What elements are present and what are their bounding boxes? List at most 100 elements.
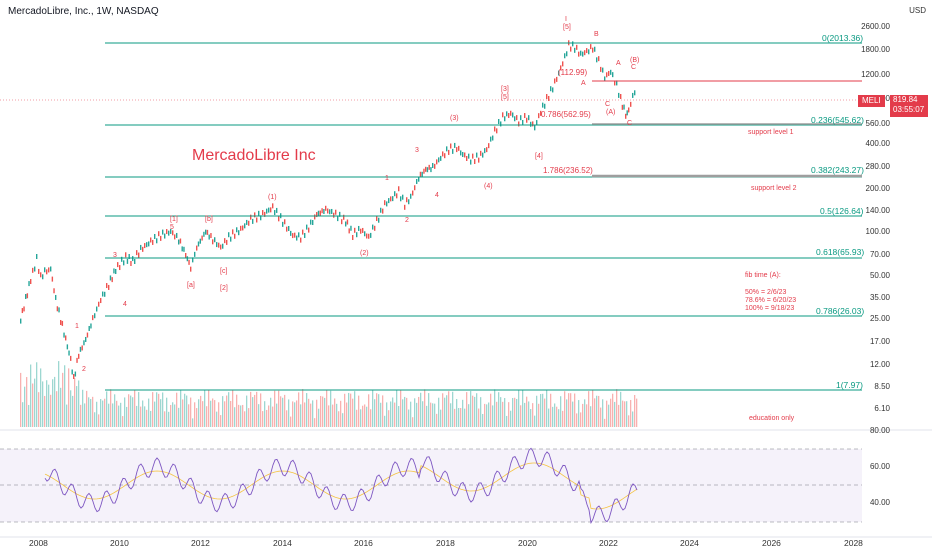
countdown-value: 03:55:07 bbox=[893, 105, 925, 114]
volume-bar bbox=[392, 397, 394, 427]
time-axis-label: 2010 bbox=[110, 538, 129, 548]
candle bbox=[426, 167, 429, 173]
volume-bar bbox=[422, 401, 424, 427]
candle bbox=[230, 236, 232, 242]
volume-bar bbox=[478, 408, 480, 427]
volume-bar bbox=[250, 391, 252, 427]
symbol-header[interactable]: MercadoLibre, Inc., 1W, NASDAQ bbox=[8, 6, 159, 17]
volume-bar bbox=[276, 403, 278, 427]
candle bbox=[136, 250, 138, 256]
fib-label-236: 0.236(545.62) bbox=[811, 115, 864, 125]
candle bbox=[325, 205, 327, 211]
candle bbox=[578, 51, 580, 57]
volume-bar bbox=[404, 396, 406, 427]
candle bbox=[100, 298, 102, 304]
candle bbox=[152, 239, 154, 245]
volume-bar bbox=[108, 403, 110, 427]
candle bbox=[102, 291, 104, 297]
candle bbox=[130, 260, 132, 266]
candle bbox=[390, 196, 392, 202]
volume-bar bbox=[248, 408, 250, 427]
candle bbox=[298, 232, 300, 238]
fib-label-1: 1(7.97) bbox=[836, 380, 863, 390]
wave-label: [2] bbox=[220, 285, 228, 292]
candle bbox=[400, 196, 402, 202]
volume-bar bbox=[100, 399, 102, 427]
volume-bar bbox=[156, 392, 158, 427]
wave-label: (2) bbox=[360, 250, 369, 257]
candle bbox=[183, 246, 185, 252]
volume-bar bbox=[378, 394, 380, 427]
volume-bar bbox=[354, 391, 356, 427]
volume-bar bbox=[180, 389, 182, 427]
candle bbox=[398, 186, 400, 192]
volume-bar bbox=[134, 390, 136, 427]
candle bbox=[252, 218, 254, 224]
candle bbox=[25, 294, 27, 300]
volume-bar bbox=[130, 395, 132, 427]
candle bbox=[566, 51, 568, 57]
volume-bar bbox=[200, 395, 202, 427]
support-level-1-note: support level 1 bbox=[748, 129, 794, 136]
volume-bar bbox=[556, 406, 558, 427]
volume-bar bbox=[538, 403, 540, 427]
candle bbox=[526, 117, 528, 123]
candle bbox=[115, 268, 117, 274]
volume-bar bbox=[414, 398, 416, 427]
volume-bar bbox=[150, 410, 152, 427]
candle bbox=[548, 95, 550, 101]
volume-bar bbox=[22, 402, 24, 427]
volume-bar bbox=[424, 389, 426, 427]
volume-bar bbox=[158, 393, 160, 427]
volume-bar bbox=[196, 408, 198, 427]
price-axis-label: 140.00 bbox=[865, 206, 890, 215]
volume-bar bbox=[558, 409, 560, 427]
volume-bar bbox=[330, 390, 332, 427]
candle bbox=[546, 94, 548, 100]
volume-bar bbox=[598, 395, 600, 427]
candle bbox=[384, 200, 386, 206]
volume-bar bbox=[430, 402, 432, 427]
candle bbox=[71, 369, 73, 375]
candle bbox=[368, 233, 370, 239]
candle bbox=[396, 193, 398, 199]
candle bbox=[600, 66, 602, 72]
volume-bar bbox=[292, 401, 294, 427]
candle bbox=[286, 226, 288, 232]
price-axis-label: 6.10 bbox=[874, 404, 890, 413]
volume-bar bbox=[26, 377, 28, 427]
volume-bar bbox=[442, 393, 444, 427]
volume-bar bbox=[228, 392, 230, 427]
wave-label: [4] bbox=[535, 153, 543, 160]
volume-bar bbox=[578, 400, 580, 427]
candle bbox=[428, 164, 430, 170]
candle bbox=[76, 357, 78, 363]
volume-bar bbox=[466, 392, 468, 427]
candle bbox=[486, 147, 488, 153]
volume-bar bbox=[164, 411, 166, 427]
volume-bar bbox=[408, 409, 410, 427]
candle bbox=[272, 203, 274, 209]
volume-bar bbox=[224, 401, 226, 427]
volume-bar bbox=[364, 404, 366, 427]
candle bbox=[88, 325, 90, 331]
candle bbox=[319, 210, 321, 216]
volume-bar bbox=[560, 396, 562, 427]
candle bbox=[50, 266, 52, 272]
volume-bar bbox=[104, 398, 106, 427]
candle bbox=[63, 332, 65, 338]
candle bbox=[278, 216, 280, 222]
candle bbox=[140, 244, 142, 250]
volume-bar bbox=[624, 401, 626, 427]
candle bbox=[158, 231, 160, 237]
candle bbox=[408, 199, 410, 205]
price-axis-label: 1200.00 bbox=[861, 70, 890, 79]
volume-bar bbox=[136, 405, 138, 427]
candle bbox=[494, 126, 496, 132]
volume-bar bbox=[220, 415, 222, 427]
volume-bar bbox=[622, 400, 624, 427]
candle bbox=[21, 308, 24, 314]
volume-bar bbox=[514, 397, 516, 427]
candle bbox=[512, 112, 514, 118]
